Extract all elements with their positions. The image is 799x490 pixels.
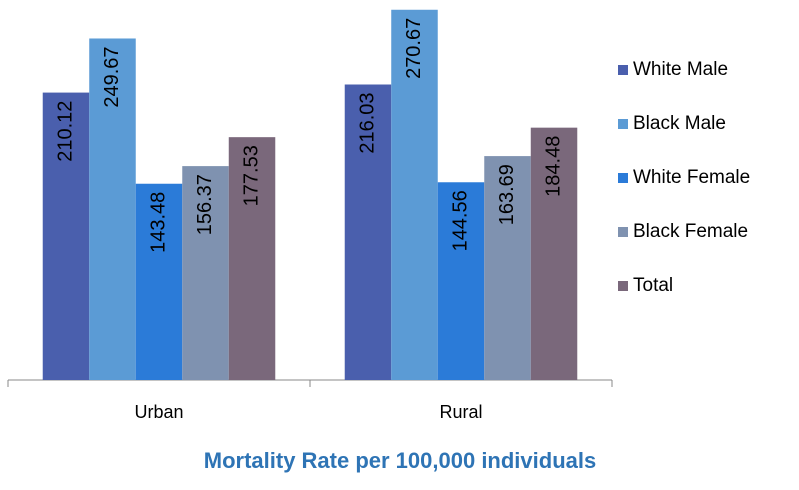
bar xyxy=(89,38,136,380)
bar xyxy=(182,166,229,380)
data-label: 163.69 xyxy=(496,164,518,225)
legend-label: Black Male xyxy=(633,113,726,134)
legend-swatch xyxy=(618,281,628,291)
x-tick-label: Rural xyxy=(439,402,482,422)
bar xyxy=(135,183,183,380)
x-tick-label: Urban xyxy=(134,402,183,422)
bar xyxy=(484,156,531,380)
legend-swatch xyxy=(618,173,628,183)
bar xyxy=(437,182,485,380)
bar xyxy=(344,84,392,380)
legend-label: White Female xyxy=(633,167,750,188)
legend-swatch xyxy=(618,119,628,129)
legend-label: White Male xyxy=(633,59,728,80)
bar xyxy=(228,137,276,380)
chart-title: Mortality Rate per 100,000 individuals xyxy=(204,448,596,473)
data-label: 144.56 xyxy=(449,190,471,251)
legend-label: Black Female xyxy=(633,221,748,242)
data-label: 184.48 xyxy=(542,136,564,197)
bar xyxy=(391,9,438,380)
legend-swatch xyxy=(618,227,628,237)
data-label: 216.03 xyxy=(356,93,378,154)
bar xyxy=(42,92,90,381)
legend-label: Total xyxy=(633,275,673,296)
bar xyxy=(530,127,578,380)
data-label: 177.53 xyxy=(240,145,262,206)
data-label: 210.12 xyxy=(54,101,76,162)
data-label: 143.48 xyxy=(147,192,169,253)
data-label: 270.67 xyxy=(403,18,425,79)
data-label: 249.67 xyxy=(101,46,123,107)
legend-swatch xyxy=(618,65,628,75)
data-label: 156.37 xyxy=(194,174,216,235)
